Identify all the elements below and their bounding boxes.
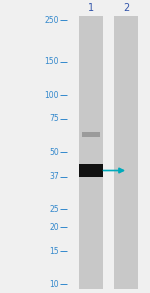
Text: 15: 15	[49, 247, 59, 255]
Bar	[82, 132, 100, 137]
Text: 75: 75	[49, 114, 59, 123]
Text: 1: 1	[88, 3, 94, 13]
Text: 2: 2	[123, 3, 129, 13]
Bar	[79, 16, 103, 289]
Text: 20: 20	[49, 223, 59, 232]
Text: 150: 150	[44, 57, 59, 67]
Bar	[114, 16, 138, 289]
Text: 37: 37	[49, 172, 59, 181]
Text: 50: 50	[49, 148, 59, 157]
Text: 250: 250	[44, 16, 59, 25]
Text: 25: 25	[49, 205, 59, 214]
Text: 10: 10	[49, 280, 59, 289]
Text: 100: 100	[44, 91, 59, 100]
Bar	[79, 164, 103, 177]
